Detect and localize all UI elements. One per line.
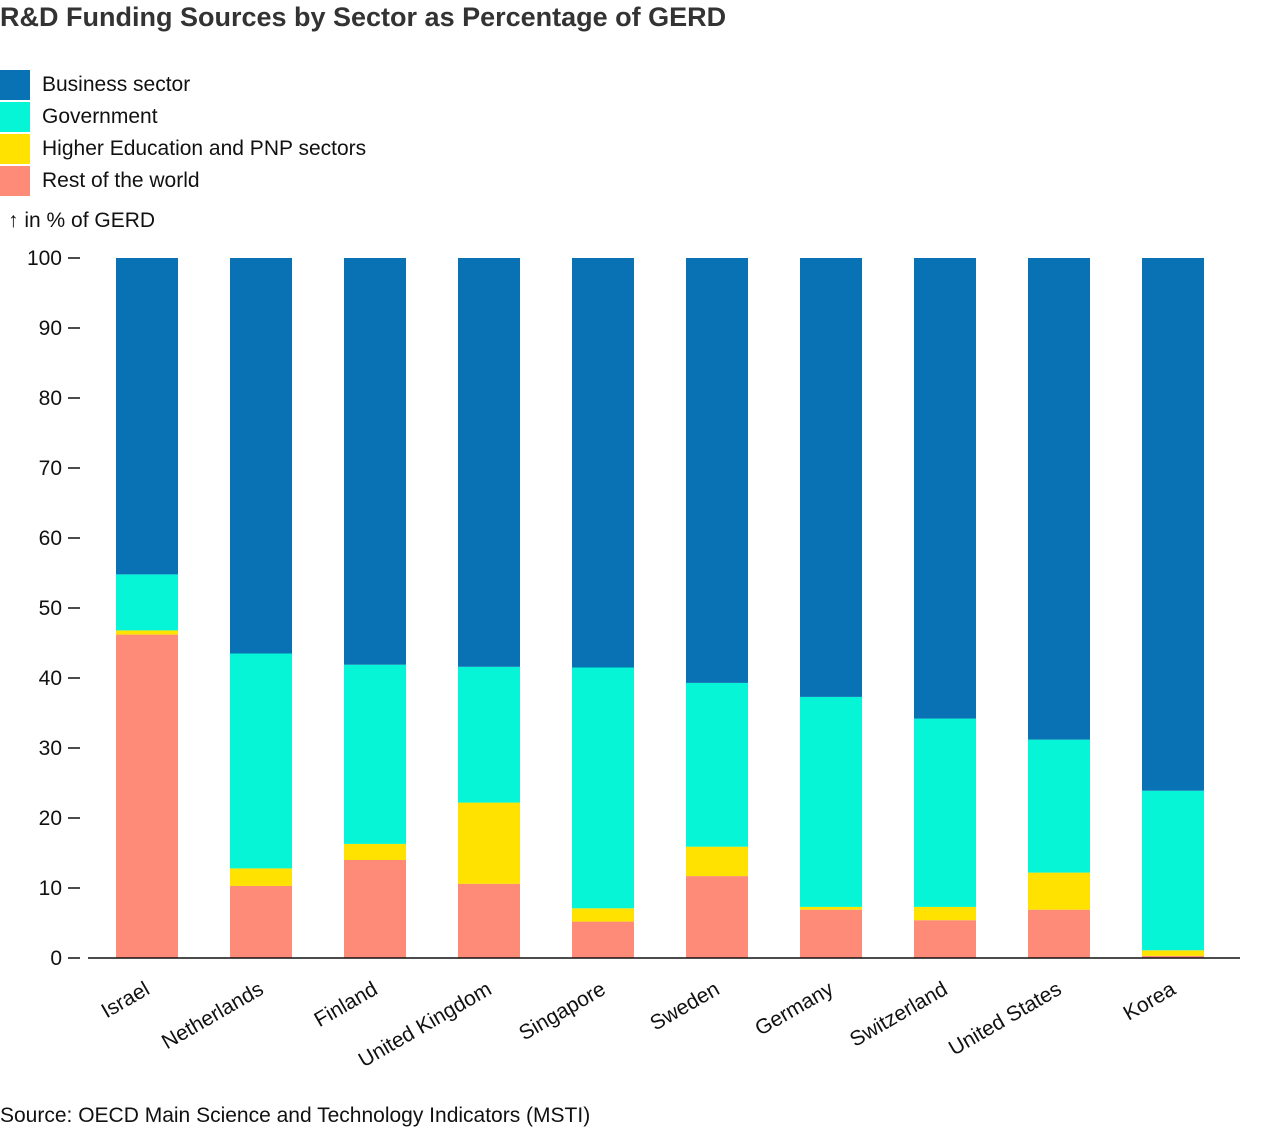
y-tick-label: 60 bbox=[39, 527, 62, 550]
bar-segment bbox=[116, 258, 178, 575]
bar-segment bbox=[572, 908, 634, 922]
x-category-label: United States bbox=[945, 977, 1066, 1060]
bar-segment bbox=[344, 860, 406, 958]
legend-swatch bbox=[0, 166, 30, 196]
legend-label: Rest of the world bbox=[42, 169, 200, 192]
y-axis-label-text: in % of GERD bbox=[24, 209, 156, 232]
y-axis-label: ↑ in % of GERD bbox=[8, 209, 155, 233]
bar-segment bbox=[686, 846, 748, 877]
legend-swatch bbox=[0, 102, 30, 132]
up-arrow-icon: ↑ bbox=[8, 209, 19, 232]
y-tick-label: 90 bbox=[39, 317, 62, 340]
legend-label: Government bbox=[42, 105, 158, 128]
bar-segment bbox=[572, 921, 634, 958]
y-tick-label: 10 bbox=[39, 877, 62, 900]
bar-segment bbox=[230, 653, 292, 869]
bar-segment bbox=[116, 630, 178, 635]
bar-segment bbox=[800, 696, 862, 907]
legend-item: Business sector bbox=[0, 69, 366, 101]
bar-segment bbox=[914, 718, 976, 907]
stacked-bar-chart: 0 10 20 30 40 50 60 70 80 90 100 Israel Netherlands F… bbox=[27, 247, 1240, 1072]
x-category-label: Germany bbox=[751, 977, 838, 1040]
bar-segment bbox=[572, 258, 634, 668]
bar-segment bbox=[686, 876, 748, 958]
bar-segment bbox=[1142, 258, 1204, 791]
y-tick-label: 30 bbox=[39, 737, 62, 760]
bar-segment bbox=[344, 258, 406, 665]
bar-segment bbox=[800, 906, 862, 910]
x-category-label: Israel bbox=[98, 977, 154, 1023]
bar-segment bbox=[1028, 258, 1090, 740]
y-tick-label: 0 bbox=[50, 947, 62, 970]
bar-segment bbox=[914, 906, 976, 921]
y-tick-label: 80 bbox=[39, 387, 62, 410]
legend-swatch bbox=[0, 134, 30, 164]
bar-segment bbox=[800, 258, 862, 697]
bar-segment bbox=[914, 920, 976, 958]
bar-segment bbox=[344, 664, 406, 844]
x-category-label: Sweden bbox=[646, 977, 723, 1035]
bar-segment bbox=[1028, 909, 1090, 958]
bar-segment bbox=[230, 885, 292, 958]
bar-segment bbox=[914, 258, 976, 719]
bar-segment bbox=[800, 909, 862, 958]
bar-segment bbox=[116, 634, 178, 958]
x-category-label: Korea bbox=[1119, 977, 1179, 1025]
bar-segment bbox=[572, 667, 634, 909]
bar-segment bbox=[458, 883, 520, 958]
bar-segment bbox=[344, 843, 406, 860]
bar-segment bbox=[686, 258, 748, 683]
y-tick-label: 70 bbox=[39, 457, 62, 480]
bar-segment bbox=[458, 802, 520, 884]
chart-legend: Business sector Government Higher Educatio… bbox=[0, 69, 366, 197]
x-category-label: Netherlands bbox=[158, 977, 268, 1054]
bar-segment bbox=[230, 258, 292, 654]
bar-segment bbox=[1028, 872, 1090, 910]
legend-item: Rest of the world bbox=[0, 165, 366, 197]
bar-segment bbox=[230, 868, 292, 886]
chart-title: R&D Funding Sources by Sector as Percent… bbox=[0, 2, 727, 32]
y-tick-label: 50 bbox=[39, 597, 62, 620]
x-category-label: Singapore bbox=[515, 977, 609, 1045]
bar-segment bbox=[1028, 739, 1090, 873]
bar-segment bbox=[1142, 950, 1204, 956]
legend-item: Higher Education and PNP sectors bbox=[0, 133, 366, 165]
legend-label: Business sector bbox=[42, 73, 191, 96]
bar-segment bbox=[1142, 790, 1204, 951]
bar-segment bbox=[1142, 955, 1204, 958]
y-tick-label: 40 bbox=[39, 667, 62, 690]
x-category-label: Finland bbox=[310, 977, 381, 1031]
bar-segment bbox=[116, 574, 178, 631]
source-note: Source: OECD Main Science and Technology… bbox=[0, 1104, 591, 1127]
legend-item: Government bbox=[0, 101, 366, 133]
bar-segment bbox=[458, 258, 520, 667]
legend-label: Higher Education and PNP sectors bbox=[42, 137, 367, 160]
bar-segment bbox=[458, 666, 520, 803]
y-tick-label: 20 bbox=[39, 807, 62, 830]
x-category-label: Switzerland bbox=[846, 977, 952, 1051]
legend-swatch bbox=[0, 70, 30, 100]
y-tick-label: 100 bbox=[27, 247, 62, 270]
bar-segment bbox=[686, 682, 748, 847]
